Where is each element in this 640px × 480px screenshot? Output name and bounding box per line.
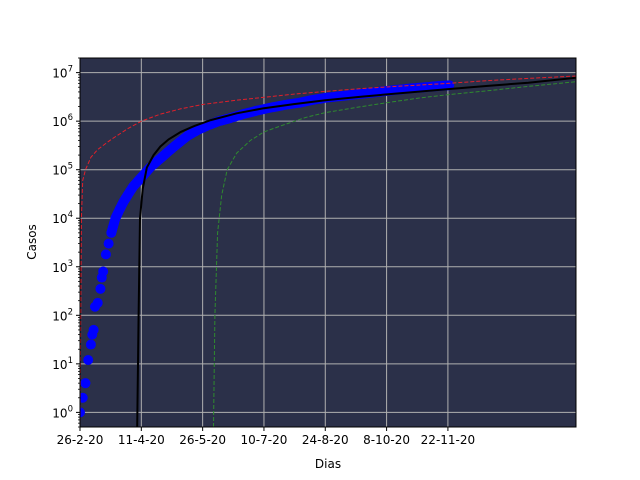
series-line-2 (80, 75, 576, 427)
grid (79, 58, 576, 427)
plot-frame (79, 57, 577, 428)
data-point (80, 392, 88, 403)
data-point (444, 80, 455, 91)
y-tick-label: 101 (52, 356, 73, 372)
series-layer (80, 75, 576, 427)
data-point (85, 339, 96, 350)
series-line-1 (136, 76, 576, 427)
y-tick-label: 107 (52, 65, 73, 81)
y-tick-label: 106 (52, 113, 73, 129)
data-point (92, 297, 103, 308)
y-tick-label: 103 (52, 259, 73, 275)
x-tick-label: 24-8-20 (302, 433, 349, 447)
x-axis-label: Dias (315, 457, 341, 471)
data-point (80, 407, 85, 418)
data-point (88, 324, 99, 335)
data-point (95, 283, 106, 294)
data-point (103, 238, 114, 249)
y-tick-label: 105 (52, 162, 73, 178)
y-tick-label: 100 (52, 404, 73, 420)
x-axis: 26-2-20 11-4-20 26-5-20 10-7-20 24-8-20 8-10-… (57, 427, 475, 447)
y-axis-label: Casos (25, 224, 39, 260)
series-line-3 (213, 81, 576, 427)
data-point (98, 266, 109, 277)
y-tick-label: 104 (52, 210, 73, 226)
x-tick-label: 26-2-20 (57, 433, 104, 447)
x-tick-label: 10-7-20 (241, 433, 288, 447)
x-tick-label: 22-11-20 (421, 433, 475, 447)
plot-area (80, 58, 576, 427)
y-tick-label: 102 (52, 307, 73, 323)
x-tick-label: 11-4-20 (118, 433, 165, 447)
x-tick-label: 8-10-20 (363, 433, 410, 447)
y-axis: 100 101 102 103 104 105 106 107 (52, 57, 80, 428)
data-point (100, 249, 111, 260)
data-point (80, 378, 91, 389)
data-point (83, 355, 94, 366)
x-tick-label: 26-5-20 (179, 433, 226, 447)
